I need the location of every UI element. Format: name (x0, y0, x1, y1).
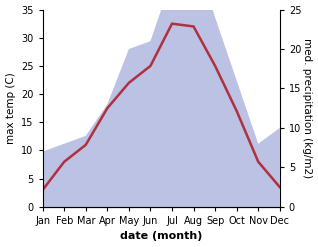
Y-axis label: med. precipitation (kg/m2): med. precipitation (kg/m2) (302, 38, 313, 178)
Y-axis label: max temp (C): max temp (C) (5, 72, 16, 144)
X-axis label: date (month): date (month) (120, 231, 203, 242)
